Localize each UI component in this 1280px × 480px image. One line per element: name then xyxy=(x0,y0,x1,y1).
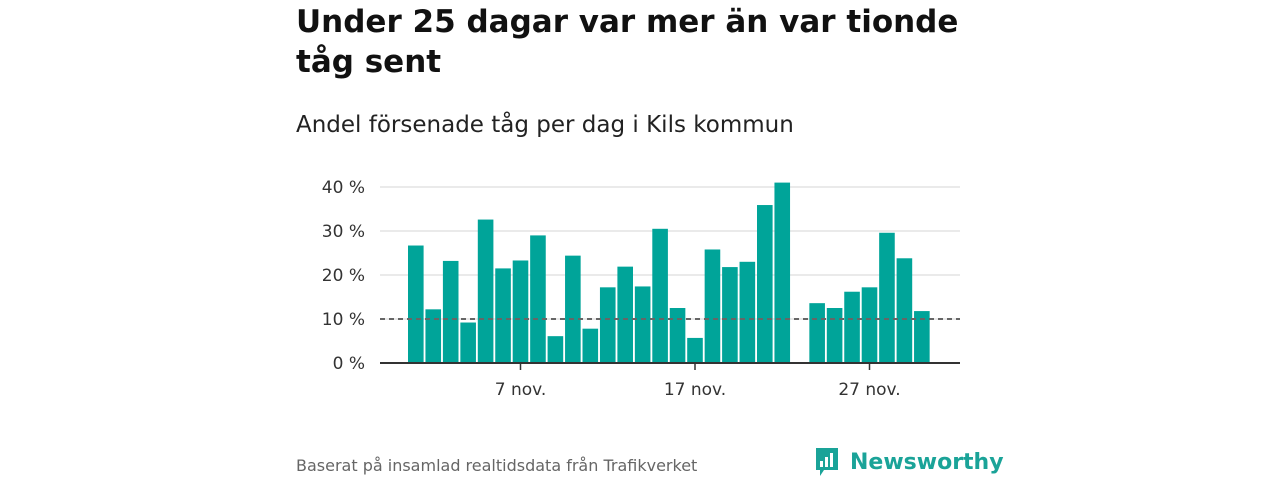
bar xyxy=(565,255,581,363)
bar xyxy=(634,286,651,363)
bar xyxy=(687,337,703,363)
newsworthy-logo-icon xyxy=(816,448,838,476)
bar xyxy=(914,311,930,363)
bar xyxy=(704,249,721,363)
chart-title: Under 25 dagar var mer än var tionde tåg… xyxy=(296,4,959,80)
y-tick-label: 20 % xyxy=(322,266,365,286)
y-tick-label: 10 % xyxy=(322,310,365,330)
bar xyxy=(879,232,895,363)
x-tick-label: 7 nov. xyxy=(495,380,547,400)
bar xyxy=(408,245,424,363)
bar xyxy=(809,303,825,363)
bar xyxy=(425,309,442,363)
bar xyxy=(739,261,756,363)
bar xyxy=(460,322,476,363)
bars xyxy=(408,182,930,363)
y-tick-label: 0 % xyxy=(333,354,365,374)
bar xyxy=(495,268,511,363)
bar xyxy=(512,260,529,363)
source-note: Baserat på insamlad realtidsdata från Tr… xyxy=(296,456,698,475)
x-tick-label: 27 nov. xyxy=(838,380,900,400)
brand-name: Newsworthy xyxy=(850,449,1004,475)
bar xyxy=(844,291,860,363)
bar xyxy=(757,205,773,363)
chart-subtitle: Andel försenade tåg per dag i Kils kommu… xyxy=(296,112,794,138)
axes: 0 % 10 % 20 % 30 % 40 % 7 nov. 17 nov. 27 nov. xyxy=(322,178,960,400)
bar xyxy=(582,328,599,363)
bar xyxy=(617,266,633,363)
brand: Newsworthy xyxy=(814,446,1004,478)
bar xyxy=(896,258,913,363)
bar-chart: 0 % 10 % 20 % 30 % 40 % 7 nov. 17 nov. 27 nov. xyxy=(322,178,960,400)
bar xyxy=(861,287,878,363)
bar xyxy=(826,308,843,363)
bar xyxy=(442,260,459,363)
bar xyxy=(547,336,564,363)
bar xyxy=(774,182,791,363)
y-tick-label: 40 % xyxy=(322,178,365,198)
x-tick-label: 17 nov. xyxy=(664,380,726,400)
bar xyxy=(530,235,546,363)
bar xyxy=(652,228,668,363)
bar xyxy=(599,287,616,363)
bar xyxy=(722,267,738,363)
bar xyxy=(669,308,686,363)
bar xyxy=(477,219,494,363)
y-tick-label: 30 % xyxy=(322,222,365,242)
